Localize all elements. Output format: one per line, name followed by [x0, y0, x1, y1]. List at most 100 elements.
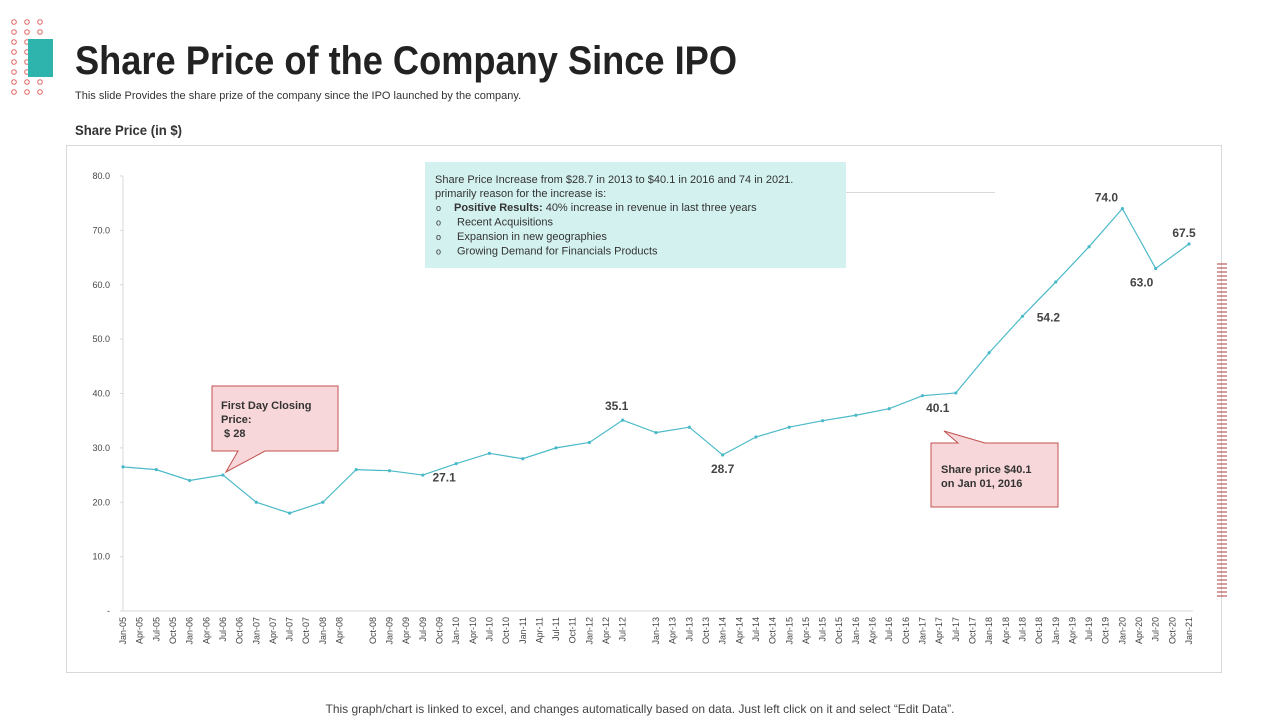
x-tick-label: Oct-07	[301, 617, 311, 644]
dot	[37, 29, 43, 35]
x-tick-label: Apr-14	[734, 617, 744, 644]
x-tick-label: Jan-11	[518, 617, 528, 644]
x-tick-label: Jan-06	[185, 617, 195, 645]
x-tick-label: Jul-12	[618, 617, 628, 642]
title: Share Price of the Company Since IPO	[75, 39, 737, 83]
callout-text: First Day Closing	[221, 400, 311, 412]
point	[687, 425, 691, 429]
x-tick-label: Apr-13	[668, 617, 678, 644]
data-label: 35.1	[605, 399, 629, 413]
x-tick-label: Apr-07	[268, 617, 278, 644]
x-tick-label: Oct-13	[701, 617, 711, 644]
chart-title: Share Price (in $)	[75, 122, 182, 138]
x-tick-label: Apr-10	[468, 617, 478, 644]
x-tick-label: Jan-10	[451, 617, 461, 645]
point	[387, 469, 392, 473]
footer: This graph/chart is linked to excel, and…	[326, 702, 955, 716]
x-tick-label: Jan-18	[984, 617, 994, 645]
dot	[11, 59, 17, 65]
data-label: 63.0	[1130, 275, 1154, 289]
x-tick-label: Jul-13	[684, 617, 694, 642]
x-tick-label: Jan-16	[851, 617, 861, 645]
data-label: 40.1	[926, 401, 950, 415]
data-label: 67.5	[1172, 226, 1196, 240]
x-tick-label: Jul-11	[551, 617, 561, 641]
info-text: Share Price Increase from $28.7 in 2013 …	[435, 174, 793, 186]
dot	[11, 79, 17, 85]
data-label: 74.0	[1095, 191, 1119, 205]
point	[154, 468, 158, 472]
x-tick-label: Oct-14	[768, 617, 778, 644]
x-tick-label: Apr-15	[801, 617, 811, 644]
dot	[24, 79, 30, 85]
y-tick-label: 30.0	[92, 443, 110, 453]
x-tick-label: Jul-20	[1151, 617, 1161, 642]
x-tick-label: Apr-20	[1134, 617, 1144, 644]
bullet-text: Positive Results: 40% increase in revenu…	[454, 202, 757, 214]
bullet-marker: o	[436, 247, 441, 257]
point	[1020, 314, 1025, 318]
x-tick-label: Apr-08	[335, 617, 345, 644]
x-tick-label: Oct-20	[1167, 617, 1177, 644]
bullet-bold: Positive Results:	[454, 202, 543, 214]
callout-text: $ 28	[221, 428, 245, 440]
x-tick-label: Apr-11	[534, 617, 544, 643]
callout	[930, 430, 1059, 508]
x-tick-label: Jan-08	[318, 617, 328, 645]
x-tick-label: Apr-19	[1067, 617, 1077, 644]
point	[987, 351, 991, 355]
y-tick-label: 40.0	[92, 389, 110, 399]
data-label: 28.7	[711, 462, 735, 476]
point	[421, 473, 425, 477]
point	[754, 435, 758, 439]
info-bullets: o Positive Results: 40% increase in reven…	[436, 202, 757, 258]
y-tick-label: 50.0	[92, 334, 110, 344]
bullet-marker: o	[436, 203, 441, 213]
dot	[37, 89, 43, 95]
dot	[11, 89, 17, 95]
y-tick-label: 20.0	[92, 497, 110, 507]
x-tick-label: Jul-15	[818, 617, 828, 642]
y-tick-label: 70.0	[92, 225, 110, 235]
x-tick-label: Oct-19	[1101, 617, 1111, 644]
y-tick-label: 80.0	[92, 171, 110, 181]
x-tick-label: Jul-19	[1084, 617, 1094, 642]
point	[521, 457, 525, 461]
chart-frame	[66, 145, 1222, 673]
dot	[24, 19, 30, 25]
x-tick-label: Oct-09	[434, 617, 444, 644]
y-tick-label: -	[107, 606, 110, 616]
x-tick-label: Jan-05	[118, 617, 128, 645]
x-tick-label: Apr-12	[601, 617, 611, 644]
point	[1054, 280, 1058, 284]
point	[121, 465, 125, 469]
x-tick-label: Oct-11	[568, 617, 578, 643]
bullet-rest: Recent Acquisitions	[457, 217, 553, 229]
bullet-rest: Expansion in new geographies	[457, 231, 607, 243]
bullet-text: Growing Demand for Financials Products	[457, 246, 658, 258]
point	[1154, 266, 1158, 271]
callout-text: Price:	[221, 414, 252, 426]
point	[621, 418, 625, 422]
point	[1187, 242, 1191, 246]
callout	[211, 385, 339, 474]
x-tick-label: Oct-05	[168, 617, 178, 644]
y-tick-label: 10.0	[92, 552, 110, 562]
data-label: 27.1	[432, 471, 456, 485]
x-tick-label: Jul-10	[484, 617, 494, 642]
point	[654, 431, 658, 435]
point	[887, 407, 891, 411]
x-tick-label: Apr-09	[401, 617, 411, 644]
point	[321, 500, 325, 504]
dot	[11, 39, 17, 45]
dot	[37, 19, 43, 25]
point	[454, 462, 458, 466]
bullet-text: Recent Acquisitions	[457, 217, 553, 229]
x-tick-label: Jul-09	[418, 617, 428, 642]
bullet-rest: 40% increase in revenue in last three ye…	[543, 202, 758, 214]
plot: - 10.0 20.0 30.0 40.0 50.0 60.0 70.0 80.0 Jan-05 A…	[92, 171, 1196, 645]
dot	[24, 29, 30, 35]
x-tick-label: Oct-06	[235, 617, 245, 644]
dot	[11, 19, 17, 25]
